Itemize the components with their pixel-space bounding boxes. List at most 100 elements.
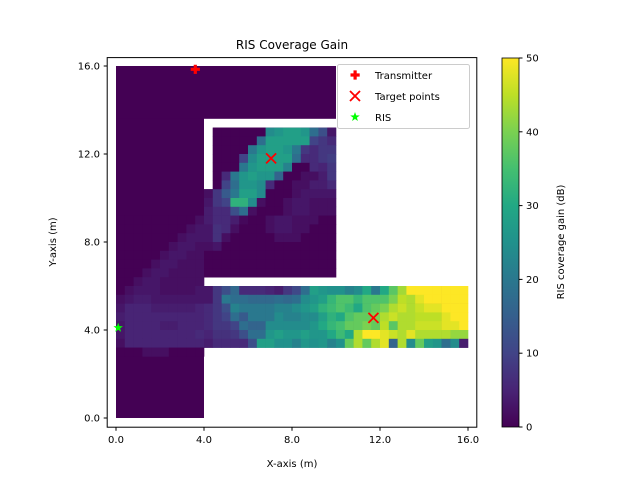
heatmap-cell [142,312,152,322]
heatmap-cell [265,127,275,137]
heatmap-cell [459,338,469,348]
heatmap-cell [309,286,319,296]
heatmap-cell [336,312,346,322]
heatmap-cell [256,294,266,304]
heatmap-cell [344,312,354,322]
heatmap-cell [239,215,249,225]
heatmap-cell [300,268,310,278]
heatmap-cell [160,224,170,234]
heatmap-cell [248,206,258,216]
heatmap-cell [327,330,337,340]
heatmap-cell [318,330,328,340]
heatmap-cell [204,312,214,322]
heatmap-cell [248,303,258,313]
heatmap-cell [459,321,469,331]
heatmap-cell [256,286,266,296]
heatmap-cell [300,242,310,252]
heatmap-cell [133,347,143,357]
x-axis-ticks: 0.0 4.0 8.0 12.0 16.0 [108,427,479,446]
heatmap-cell [300,338,310,348]
heatmap-cell [133,268,143,278]
heatmap-cell [318,268,328,278]
heatmap-cell [300,312,310,322]
heatmap-cell [212,171,222,181]
heatmap-cells [116,66,469,418]
heatmap-cell [283,154,293,164]
heatmap-cell [186,321,196,331]
colorbar: 0 10 20 30 40 50 RIS coverage gain (dB) [501,54,567,434]
x-tick-label: 16.0 [457,435,479,446]
heatmap-cell [265,312,275,322]
heatmap-cell [283,180,293,190]
heatmap-cell [265,145,275,155]
heatmap-cell [160,233,170,243]
heatmap-cell [283,189,293,199]
heatmap-cell [318,162,328,172]
heatmap-cell [195,303,205,313]
heatmap-cell [362,303,372,313]
heatmap-cell [265,180,275,190]
heatmap-cell [292,145,302,155]
chart-title: RIS Coverage Gain [236,38,348,52]
heatmap-cell [292,330,302,340]
heatmap-cell [327,259,337,269]
heatmap-cell [353,303,363,313]
heatmap-cell [168,286,178,296]
heatmap-cell [116,303,126,313]
heatmap-cell [124,233,134,243]
heatmap-cell [142,250,152,260]
heatmap-cell [195,250,205,260]
heatmap-cell [283,215,293,225]
heatmap-cell [424,321,434,331]
heatmap-cell [300,180,310,190]
heatmap-cell [406,338,416,348]
heatmap-cell [142,338,152,348]
heatmap-cell [292,180,302,190]
heatmap-cell [160,259,170,269]
heatmap-cell [230,127,240,137]
heatmap-cell [336,338,346,348]
heatmap-cell [124,286,134,296]
heatmap-cell [212,259,222,269]
heatmap-cell [212,215,222,225]
heatmap-cell [380,338,390,348]
transmitter-marker [190,64,200,74]
heatmap-cell [397,330,407,340]
colorbar-label: RIS coverage gain (dB) [556,184,567,299]
heatmap-cell [133,338,143,348]
heatmap-cell [318,259,328,269]
heatmap-cell [371,312,381,322]
heatmap-cell [256,189,266,199]
heatmap-cell [265,259,275,269]
heatmap-cell [256,180,266,190]
heatmap-cell [283,224,293,234]
heatmap-cell [318,250,328,260]
heatmap-cell [116,312,126,322]
heatmap-cell [292,127,302,137]
heatmap-cell [142,303,152,313]
heatmap-cell [300,206,310,216]
heatmap-cell [248,233,258,243]
heatmap-cell [406,294,416,304]
heatmap-cell [230,198,240,208]
heatmap-cell [256,268,266,278]
heatmap-cell [327,338,337,348]
heatmap-cell [248,198,258,208]
heatmap-cell [160,250,170,260]
heatmap-cell [221,312,231,322]
heatmap-cell [371,286,381,296]
heatmap-cell [239,224,249,234]
heatmap-cell [186,294,196,304]
heatmap-cell [239,338,249,348]
heatmap-cell [116,338,126,348]
heatmap-cell [212,180,222,190]
heatmap-cell [177,224,187,234]
heatmap-cell [309,338,319,348]
heatmap-cell [256,215,266,225]
heatmap-cell [274,321,284,331]
heatmap-cell [160,338,170,348]
heatmap-cell [344,294,354,304]
heatmap-cell [230,162,240,172]
heatmap-cell [309,250,319,260]
heatmap-cell [441,312,451,322]
